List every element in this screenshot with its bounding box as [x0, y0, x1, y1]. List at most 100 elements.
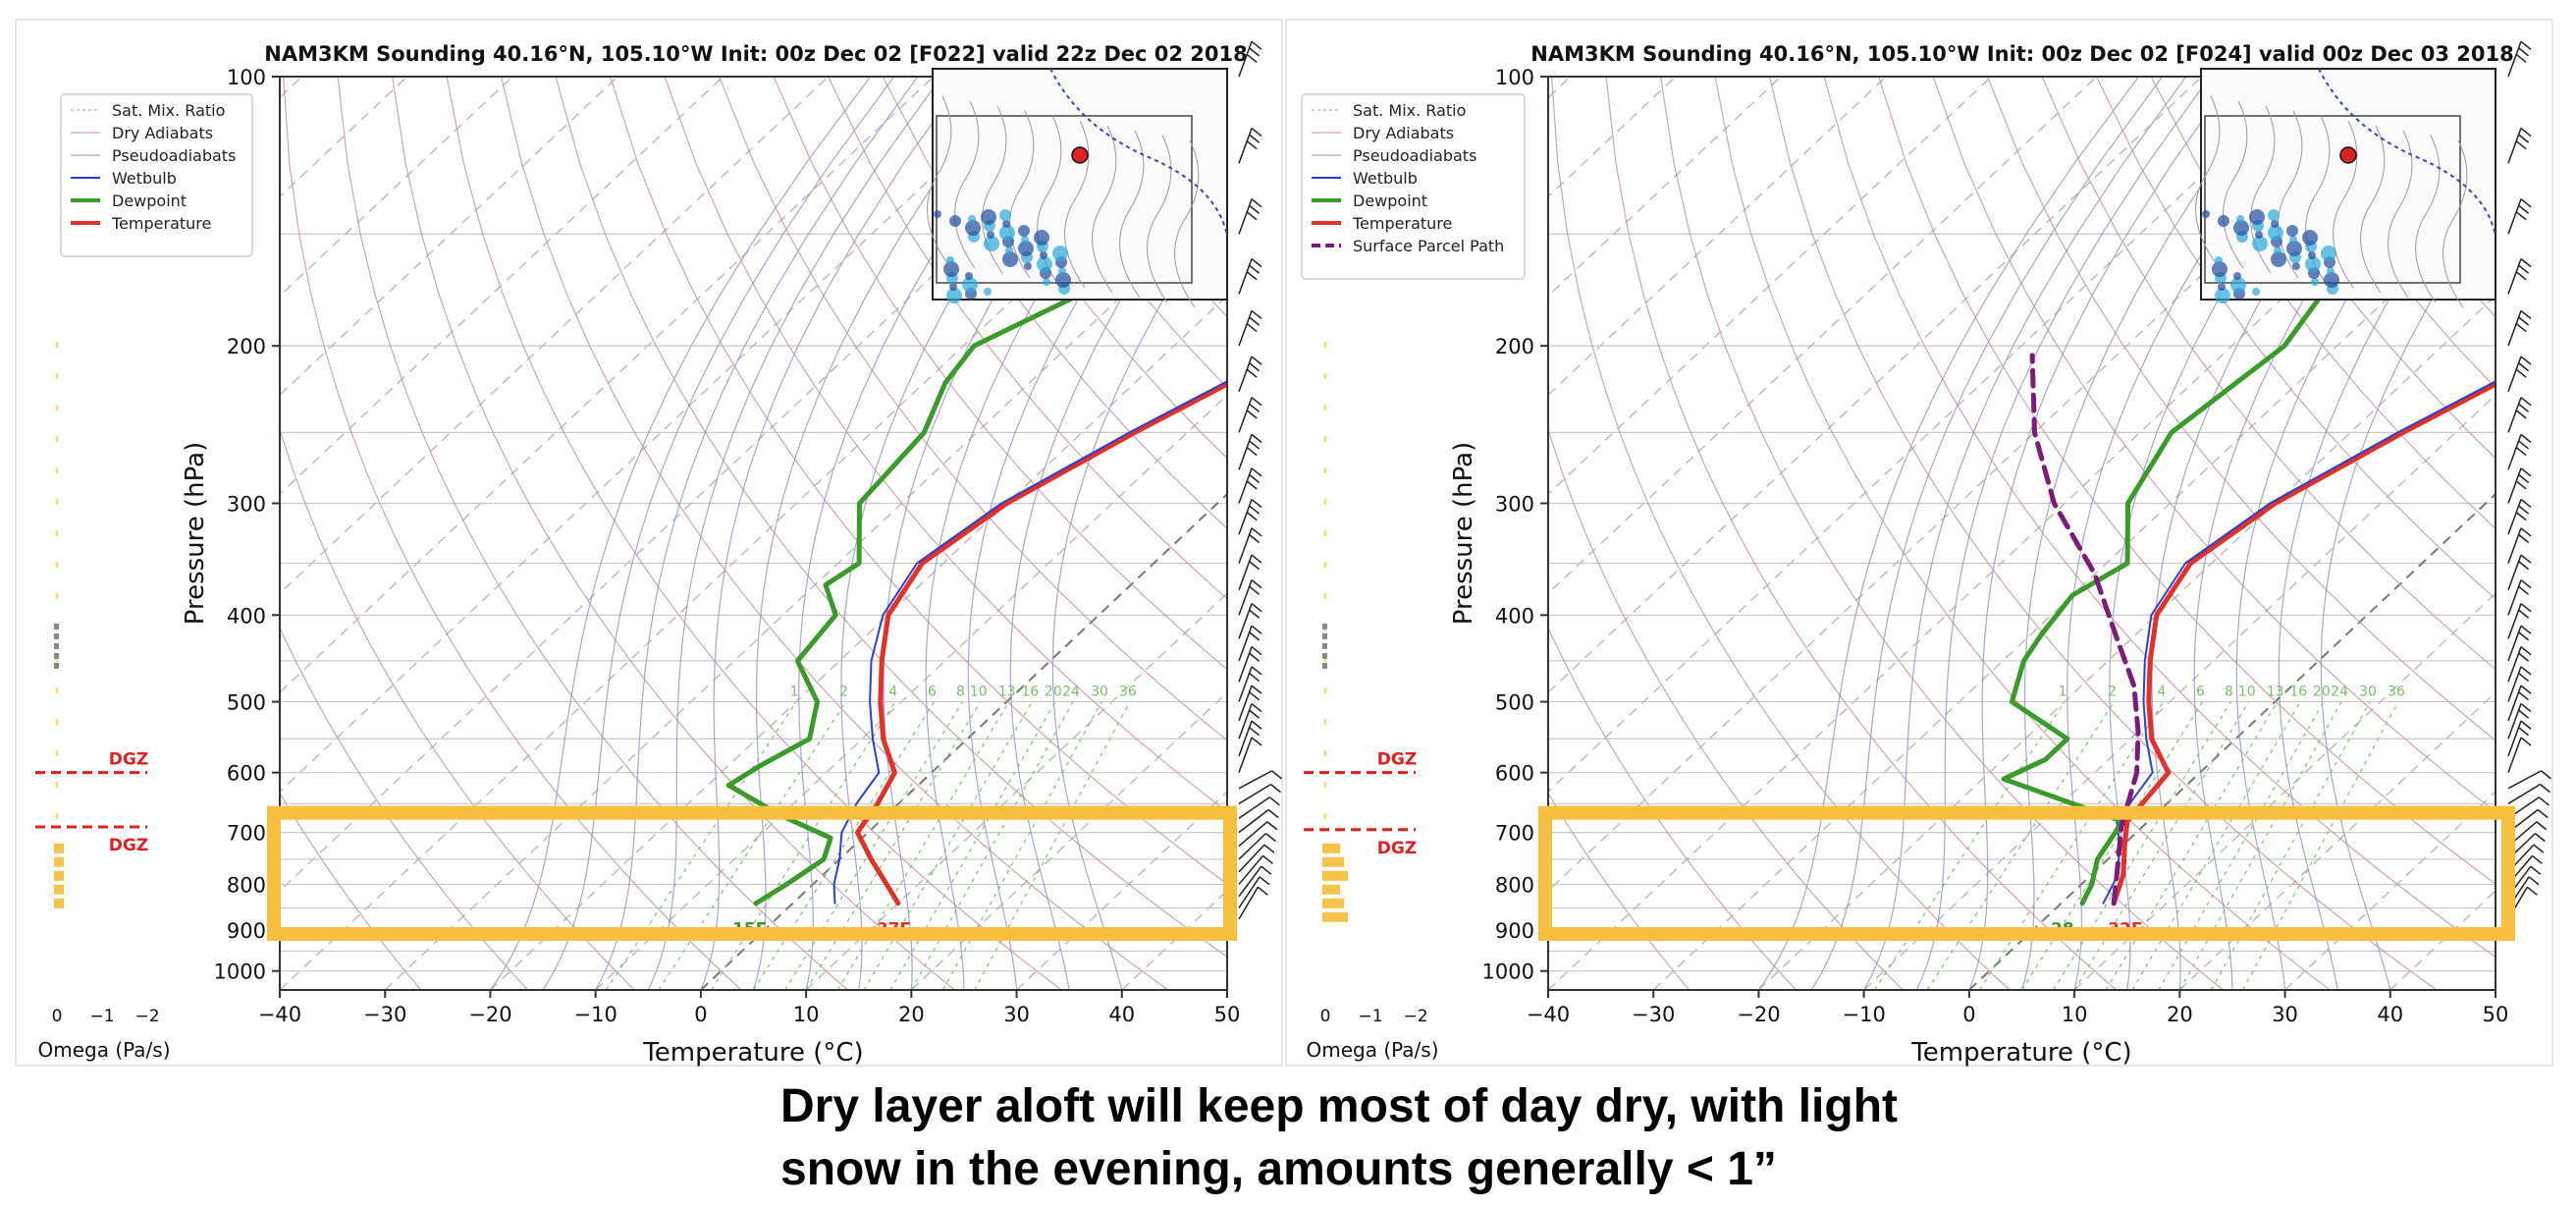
x-tick-label: −10 — [574, 1003, 617, 1026]
precip-blob — [1034, 230, 1049, 246]
omega-panel: 0 −1 −2 Omega (Pa/s) DGZ DGZ — [35, 342, 171, 1062]
isobar-contour — [2195, 95, 2221, 264]
precip-blob — [2252, 236, 2268, 251]
pseudoadiabat — [1915, 77, 2211, 990]
wind-barb-flag — [1251, 737, 1262, 746]
dry-adiabat — [392, 77, 955, 990]
wind-barb-flag — [1251, 579, 1262, 589]
precip-blob — [2321, 246, 2336, 261]
wind-barb-flag — [2520, 579, 2532, 589]
precip-blob — [2215, 288, 2230, 303]
wind-barb — [1238, 499, 1253, 535]
x-axis-label: Temperature (°C) — [642, 1038, 863, 1068]
dry-adiabat — [1932, 77, 2496, 813]
chart-title: NAM3KM Sounding 40.16°N, 105.10°W Init: … — [1530, 42, 2514, 66]
mixing-ratio-line — [1979, 701, 2165, 990]
wind-barb — [1238, 467, 1253, 504]
wind-barb-flag — [2540, 784, 2550, 794]
plot-frame — [1547, 76, 2496, 991]
wind-barb-flag — [1249, 264, 1261, 274]
pseudoadiabat — [1968, 77, 2234, 990]
wind-barb-flag — [2520, 356, 2532, 365]
wind-barb-flag — [2515, 271, 2527, 281]
precip-blob — [2268, 225, 2283, 241]
isobar-contour — [2442, 139, 2468, 308]
wind-barb-flag — [2518, 585, 2530, 595]
precip-blob — [987, 231, 994, 239]
wind-barb-flag — [1246, 368, 1258, 378]
inset-map — [927, 68, 1228, 308]
dewpoint-line — [725, 223, 1227, 906]
wind-barb-flag — [1249, 709, 1261, 719]
mixing-ratio-line — [2131, 701, 2301, 990]
wind-barb-flag — [2518, 362, 2530, 372]
dry-adiabat — [1548, 792, 1690, 990]
dry-adiabat — [2150, 77, 2496, 529]
mixing-ratio-line — [941, 701, 1102, 990]
precip-blob — [965, 220, 981, 236]
legend-label: Dewpoint — [1353, 192, 1427, 210]
precip-blob — [1002, 220, 1010, 228]
wind-barb-flag — [1267, 808, 1279, 819]
legend-label: Wetbulb — [112, 169, 177, 188]
panel-frame — [15, 19, 1283, 1067]
isobar-contour — [954, 100, 980, 269]
pseudoadiabat — [2235, 77, 2495, 990]
wind-barb-flag — [1261, 865, 1272, 875]
wind-barb-flag — [1251, 602, 1262, 613]
precip-blob — [2271, 251, 2286, 267]
precip-blob — [2274, 247, 2281, 254]
wind-barb-flag — [1246, 53, 1258, 64]
wind-barb-flag — [1266, 821, 1278, 831]
pseudoadiabat — [647, 77, 942, 990]
wind-barb-flag — [2518, 609, 2530, 619]
wind-barb — [1238, 397, 1253, 433]
wind-barb-flag — [1249, 672, 1261, 683]
wind-barb — [2507, 666, 2522, 702]
wind-barb-flag — [1249, 134, 1261, 143]
y-tick-label: 900 — [1495, 919, 1534, 943]
dry-adiabat — [1714, 77, 2331, 990]
legend-label: Sat. Mix. Ratio — [1353, 101, 1466, 120]
pseudoadiabat — [2020, 77, 2278, 990]
precip-blob — [949, 283, 957, 291]
wind-barb-flag — [1249, 505, 1261, 515]
isobar-contour — [1064, 120, 1090, 289]
wind-barb — [1238, 720, 1253, 757]
wind-barb-flag — [2518, 204, 2530, 214]
isotherm — [1757, 295, 2496, 990]
x-tick-label: 20 — [898, 1003, 925, 1026]
x-tick-label: −30 — [363, 1003, 406, 1026]
y-tick-label: 500 — [1495, 691, 1534, 715]
omega-bar — [1322, 911, 1348, 922]
omega-bar — [1322, 856, 1344, 867]
mixing-ratio-line — [2210, 701, 2371, 990]
omega-bar — [1322, 870, 1348, 881]
wind-barb-flag — [1268, 796, 1280, 806]
pseudoadiabat — [925, 77, 1183, 990]
wind-barb-flag — [2515, 446, 2527, 457]
wind-barb-flag — [1246, 410, 1258, 419]
y-tick-label: 700 — [227, 822, 266, 846]
wetbulb-line — [832, 380, 1227, 905]
wind-barb-flag — [1246, 512, 1258, 522]
isobar-contour — [927, 95, 952, 264]
wind-barb — [2507, 770, 2542, 790]
wind-barb-flag — [2518, 672, 2530, 683]
precip-blob — [2249, 209, 2265, 225]
precip-blob — [2311, 278, 2319, 286]
wind-barb-flag — [2515, 211, 2527, 221]
wind-barb-flag — [1246, 323, 1258, 333]
wind-barb — [1238, 844, 1265, 873]
mixing-ratio-line — [2158, 701, 2325, 990]
dry-adiabat — [1660, 77, 2224, 990]
pseudoadiabat — [489, 77, 872, 990]
dry-adiabat — [2096, 77, 2496, 600]
wind-barb-flag — [1251, 666, 1262, 676]
isotherm — [1863, 394, 2496, 990]
wind-barb-flag — [2520, 625, 2532, 634]
omega-bar — [54, 632, 59, 639]
wind-barb — [1238, 310, 1253, 347]
mixing-ratio-label: 16 — [2289, 685, 2307, 700]
x-tick-label: 10 — [2062, 1003, 2088, 1026]
